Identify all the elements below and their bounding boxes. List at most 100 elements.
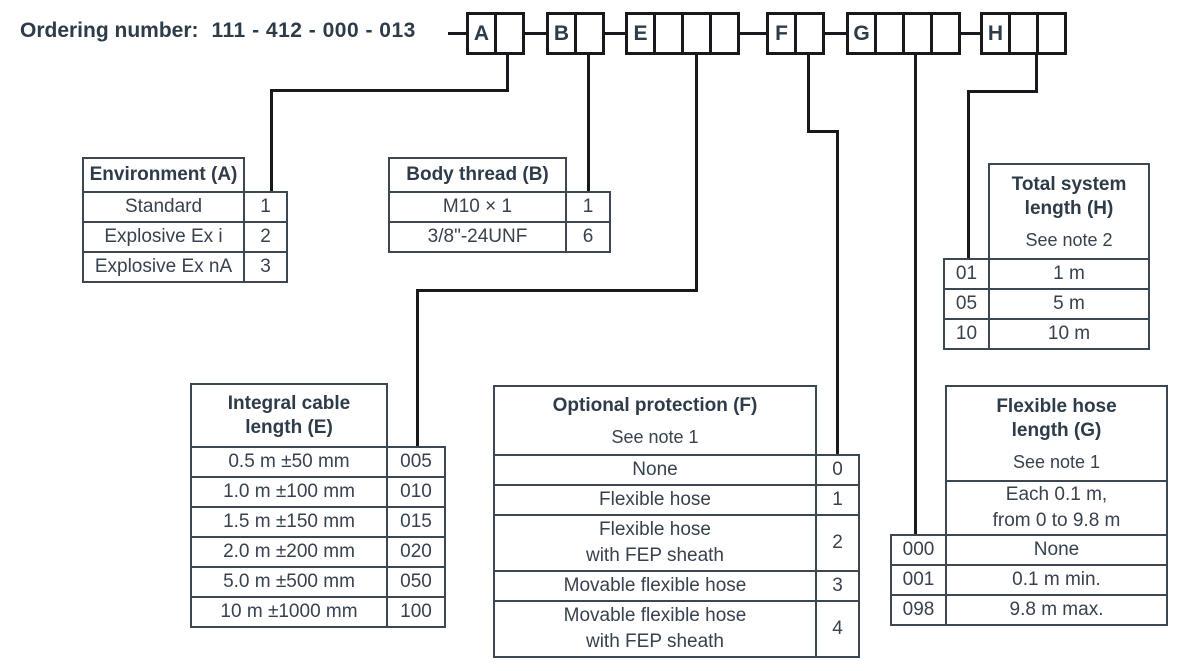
connector-a-segment: [270, 89, 273, 193]
code-box-letter: B: [546, 12, 577, 55]
row-label: None: [945, 534, 1168, 566]
row-label: None: [493, 454, 817, 486]
row-code: 2: [815, 514, 860, 572]
table-body-thread-header: Body thread (B): [388, 157, 567, 193]
row-label: 9.8 m max.: [945, 594, 1168, 626]
table-row: Movable flexible hose with FEP sheath 4: [493, 600, 860, 658]
code-box-e: E: [625, 12, 740, 55]
code-box-blank-cell: [930, 12, 961, 55]
connector-f-segment: [807, 52, 810, 133]
connector-dash-b-e: [604, 32, 626, 35]
table-row: Flexible hose with FEP sheath 2: [493, 514, 860, 572]
table-total-system-length-rows: 01 1 m 05 5 m 10 10 m: [943, 258, 1150, 350]
table-title: Environment (A): [89, 164, 238, 185]
connector-dash-a-b: [524, 32, 547, 35]
table-row: 1.0 m ±100 mm 010: [190, 476, 446, 508]
table-row: Flexible hose 1: [493, 484, 860, 516]
table-row: 3/8"-24UNF 6: [388, 221, 611, 253]
row-code: 010: [386, 476, 446, 508]
table-row: 2.0 m ±200 mm 020: [190, 536, 446, 568]
page-title: Ordering number: 111 - 412 - 000 - 013: [20, 19, 416, 43]
table-environment-rows: Standard 1 Explosive Ex i 2 Explosive Ex nA 3: [82, 191, 288, 283]
ordering-number-value: 111 - 412 - 000 - 013: [211, 19, 416, 42]
table-body-thread: Body thread (B) M10 × 1 1 3/8"-24UNF 6: [388, 157, 611, 253]
row-label: 3/8"-24UNF: [388, 221, 567, 253]
table-note: See note 2: [1025, 229, 1113, 250]
connector-dash-g-h: [960, 32, 981, 35]
table-row: Standard 1: [82, 191, 288, 223]
table-environment-header: Environment (A): [82, 157, 245, 193]
code-box-blank-cell: [1008, 12, 1039, 55]
code-box-h: H: [980, 12, 1067, 55]
row-label: Flexible hose: [493, 484, 817, 516]
connector-f-segment: [836, 130, 839, 457]
row-code: 005: [386, 446, 446, 478]
row-label: 5 m: [988, 288, 1150, 320]
row-code: 1: [565, 191, 611, 223]
table-row: 10 m ±1000 mm 100: [190, 596, 446, 628]
row-label: Explosive Ex nA: [82, 251, 245, 283]
code-box-letter: E: [625, 12, 656, 55]
table-row: 1.5 m ±150 mm 015: [190, 506, 446, 538]
table-row: 000 None: [890, 534, 1168, 566]
code-box-blank-cell: [709, 12, 740, 55]
table-title: Flexible hose length (G): [996, 395, 1117, 441]
table-row: 0.5 m ±50 mm 005: [190, 446, 446, 478]
connector-g-segment: [914, 52, 917, 537]
row-code: 4: [815, 600, 860, 658]
row-label: Explosive Ex i: [82, 221, 245, 253]
table-flexible-hose-length-rows: 000 None 001 0.1 m min. 098 9.8 m max.: [890, 534, 1168, 626]
code-box-letter: A: [466, 12, 497, 55]
table-row: 5.0 m ±500 mm 050: [190, 566, 446, 598]
table-title: Optional protection (F): [552, 394, 758, 416]
connector-h-segment: [967, 90, 970, 261]
table-row: 05 5 m: [943, 288, 1150, 320]
row-label: M10 × 1: [388, 191, 567, 223]
table-integral-cable-length: Integral cable length (E) 0.5 m ±50 mm 00…: [190, 383, 446, 628]
row-code: 015: [386, 506, 446, 538]
row-label: 1.0 m ±100 mm: [190, 476, 388, 508]
connector-h-segment: [1035, 52, 1038, 93]
table-title: Integral cable length (E): [227, 392, 351, 438]
row-label: Movable flexible hose with FEP sheath: [493, 600, 817, 658]
row-code: 1: [243, 191, 288, 223]
connector-e-segment: [416, 289, 419, 448]
connector-dash-f-g: [824, 32, 847, 35]
code-box-letter: H: [980, 12, 1011, 55]
code-box-b: B: [546, 12, 605, 55]
code-box-letter: F: [766, 12, 797, 55]
table-title: Total system length (H): [1011, 173, 1127, 219]
table-note: See note 1: [611, 426, 699, 447]
connector-f-segment: [807, 130, 839, 133]
table-note: See note 1: [1012, 451, 1101, 472]
code-box-blank-cell: [902, 12, 933, 55]
row-label: 5.0 m ±500 mm: [190, 566, 388, 598]
code-box-blank-cell: [574, 12, 605, 55]
table-row: 098 9.8 m max.: [890, 594, 1168, 626]
row-label: Standard: [82, 191, 245, 223]
table-optional-protection: Optional protection (F) See note 1 None 0…: [493, 385, 860, 658]
table-body-thread-rows: M10 × 1 1 3/8"-24UNF 6: [388, 191, 611, 253]
row-label: 10 m: [988, 318, 1150, 350]
table-row: Explosive Ex nA 3: [82, 251, 288, 283]
row-code: 10: [943, 318, 990, 350]
table-integral-cable-length-rows: 0.5 m ±50 mm 005 1.0 m ±100 mm 010 1.5 m ±15…: [190, 446, 446, 628]
code-box-blank-cell: [681, 12, 712, 55]
row-label: 2.0 m ±200 mm: [190, 536, 388, 568]
ordering-number-label: Ordering number:: [20, 19, 199, 42]
code-box-blank-cell: [653, 12, 684, 55]
row-label: 0.5 m ±50 mm: [190, 446, 388, 478]
table-integral-cable-length-header: Integral cable length (E): [190, 383, 388, 448]
code-box-blank-cell: [794, 12, 825, 55]
table-optional-protection-rows: None 0 Flexible hose 1 Flexible hose with FE…: [493, 454, 860, 658]
connector-a-segment: [270, 89, 509, 92]
row-label: Flexible hose with FEP sheath: [493, 514, 817, 572]
code-box-blank-cell: [494, 12, 525, 55]
table-flexible-hose-length-header: Flexible hose length (G) See note 1: [945, 385, 1168, 482]
row-code: 1: [815, 484, 860, 516]
row-code: 3: [243, 251, 288, 283]
